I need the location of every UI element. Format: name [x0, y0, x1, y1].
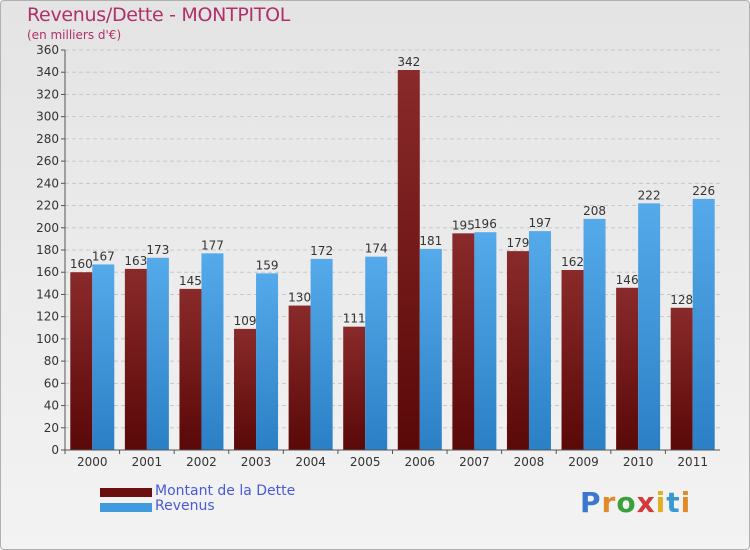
bar-revenus: [419, 248, 442, 450]
y-tick-label: 140: [36, 287, 59, 301]
y-tick-label: 320: [36, 87, 59, 101]
bar-revenus: [474, 232, 497, 450]
bar-dette: [124, 268, 147, 450]
data-label-dette: 162: [561, 255, 584, 269]
x-tick-label: 2006: [405, 455, 436, 469]
bar-dette: [452, 233, 475, 450]
y-tick-label: 80: [44, 354, 59, 368]
y-tick-label: 0: [51, 443, 59, 457]
bar-dette: [70, 272, 93, 450]
logo-letter: o: [616, 486, 637, 519]
x-tick-label: 2010: [623, 455, 654, 469]
x-tick-label: 2004: [295, 455, 326, 469]
data-label-dette: 342: [397, 55, 420, 69]
bars-layer: [70, 70, 715, 450]
data-label-revenus: 196: [474, 217, 497, 231]
logo-letter: i: [680, 486, 692, 519]
bar-revenus: [692, 198, 715, 450]
proxiti-logo: Proxiti: [580, 486, 691, 519]
y-tick-label: 20: [44, 421, 59, 435]
axis-layer: 0 20 40 60 80 100 120 140 160 180 200 220 240 260 280 3…: [36, 43, 720, 469]
y-tick-label: 220: [36, 199, 59, 213]
bar-revenus: [256, 273, 279, 450]
y-tick-label: 240: [36, 176, 59, 190]
bar-revenus: [365, 256, 388, 450]
data-label-dette: 109: [234, 314, 257, 328]
data-label-revenus: 174: [365, 242, 388, 256]
x-tick-label: 2008: [514, 455, 545, 469]
data-label-revenus: 226: [692, 184, 715, 198]
y-tick-label: 40: [44, 399, 59, 413]
x-tick-label: 2007: [459, 455, 490, 469]
data-label-dette: 179: [507, 236, 530, 250]
bar-dette: [179, 288, 202, 450]
data-label-revenus: 197: [529, 216, 552, 230]
data-label-dette: 111: [343, 312, 366, 326]
logo-letter: t: [666, 486, 681, 519]
y-tick-label: 200: [36, 221, 59, 235]
data-label-revenus: 159: [256, 258, 279, 272]
data-label-revenus: 167: [92, 249, 115, 263]
x-tick-label: 2009: [568, 455, 599, 469]
data-label-revenus: 181: [419, 234, 442, 248]
bar-revenus: [638, 203, 661, 450]
y-tick-label: 280: [36, 132, 59, 146]
x-tick-label: 2005: [350, 455, 381, 469]
data-label-dette: 128: [670, 293, 693, 307]
bar-revenus: [528, 231, 551, 450]
y-tick-label: 360: [36, 43, 59, 57]
bar-dette: [561, 270, 584, 450]
bar-dette: [343, 326, 366, 450]
y-tick-label: 120: [36, 310, 59, 324]
data-label-dette: 146: [616, 273, 639, 287]
y-tick-label: 60: [44, 376, 59, 390]
legend-swatch-revenus: [100, 503, 152, 512]
x-tick-label: 2000: [77, 455, 108, 469]
bar-dette: [397, 70, 420, 450]
bar-revenus: [92, 264, 115, 450]
bar-dette: [506, 251, 529, 450]
x-tick-label: 2011: [677, 455, 708, 469]
logo-letter: x: [636, 486, 656, 519]
logo-letter: i: [655, 486, 667, 519]
chart-title: Revenus/Dette - MONTPITOL: [27, 4, 291, 26]
chart-subtitle: (en milliers d'€): [27, 28, 122, 42]
bar-revenus: [146, 257, 169, 450]
x-tick-label: 2001: [132, 455, 163, 469]
data-label-dette: 195: [452, 218, 475, 232]
y-tick-label: 300: [36, 110, 59, 124]
x-tick-label: 2003: [241, 455, 272, 469]
logo-letter: r: [601, 486, 617, 519]
data-label-revenus: 172: [310, 244, 333, 258]
legend-swatch-dette: [100, 488, 152, 497]
data-label-revenus: 208: [583, 204, 606, 218]
bar-revenus: [201, 253, 224, 450]
y-tick-label: 160: [36, 265, 59, 279]
data-label-dette: 160: [70, 257, 93, 271]
data-label-dette: 163: [124, 254, 147, 268]
bar-dette: [616, 287, 639, 450]
legend-label-dette: Montant de la Dette: [155, 483, 296, 499]
y-tick-label: 100: [36, 332, 59, 346]
bar-dette: [288, 305, 311, 450]
data-label-dette: 130: [288, 291, 311, 305]
data-label-revenus: 222: [638, 188, 661, 202]
y-tick-label: 340: [36, 65, 59, 79]
y-tick-label: 180: [36, 243, 59, 257]
logo-letter: P: [580, 486, 602, 519]
y-tick-label: 260: [36, 154, 59, 168]
data-label-revenus: 177: [201, 238, 224, 252]
data-label-dette: 145: [179, 274, 202, 288]
legend-label-revenus: Revenus: [155, 498, 215, 514]
bar-revenus: [310, 258, 333, 450]
bar-dette: [234, 328, 257, 450]
bar-dette: [670, 307, 693, 450]
bar-revenus: [583, 218, 606, 450]
data-label-revenus: 173: [146, 243, 169, 257]
x-tick-label: 2002: [186, 455, 217, 469]
